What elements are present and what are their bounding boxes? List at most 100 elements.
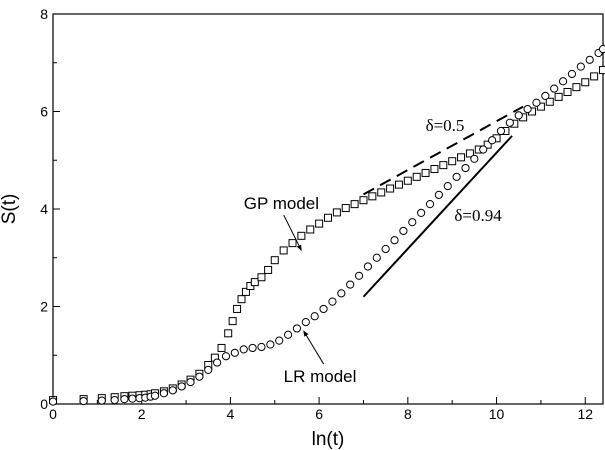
square-point xyxy=(288,239,297,248)
annotations: GP model LR model δ=0.5 δ=0.94 xyxy=(244,116,503,386)
y-tick-label: 4 xyxy=(40,201,48,217)
circle-point xyxy=(319,304,328,314)
square-point xyxy=(545,97,554,106)
square-point xyxy=(403,176,412,185)
square-point xyxy=(341,204,350,213)
square-point xyxy=(217,343,226,352)
model-label: GP model xyxy=(244,194,319,213)
square-point xyxy=(324,213,332,222)
square-point xyxy=(439,161,448,170)
circle-point xyxy=(239,345,248,354)
circle-point xyxy=(150,391,160,400)
slope-label: δ=0.5 xyxy=(426,116,465,135)
circle-point xyxy=(381,244,390,254)
square-point xyxy=(430,165,439,174)
x-tick-label: 0 xyxy=(49,406,57,422)
y-tick-label: 6 xyxy=(40,104,48,120)
circle-point xyxy=(328,297,337,306)
circle-point xyxy=(346,280,355,289)
circle-series xyxy=(48,45,605,406)
square-point xyxy=(377,188,386,197)
square-point xyxy=(250,278,259,287)
square-point xyxy=(350,200,359,209)
circle-point xyxy=(372,253,381,262)
square-point xyxy=(554,92,563,101)
circle-point xyxy=(417,208,426,217)
circle-point xyxy=(275,336,284,345)
square-point xyxy=(394,180,403,189)
square-point xyxy=(599,66,605,75)
square-point xyxy=(448,157,457,166)
circle-point xyxy=(390,236,399,245)
circle-point xyxy=(585,55,594,64)
square-point xyxy=(270,256,279,265)
circle-point xyxy=(434,190,443,199)
circle-point xyxy=(79,396,88,406)
circle-point xyxy=(257,342,266,352)
square-point xyxy=(257,273,266,282)
square-point xyxy=(297,231,306,240)
circle-point xyxy=(230,348,239,357)
circle-point xyxy=(567,69,577,79)
circle-point xyxy=(177,382,186,391)
square-point xyxy=(359,196,368,205)
circle-point xyxy=(576,62,585,71)
circle-point xyxy=(523,104,532,114)
dashed-fit-line xyxy=(363,105,524,196)
square-point xyxy=(572,83,581,92)
square-point xyxy=(368,192,377,201)
solid-fit-line xyxy=(362,135,513,298)
data-series xyxy=(48,45,605,406)
axis-ticks: 0 2 4 6 8 10 12 0 2 4 6 8 xyxy=(40,6,593,422)
circle-point xyxy=(310,312,319,321)
circle-point xyxy=(128,394,137,403)
circle-point xyxy=(195,372,204,381)
square-point xyxy=(457,153,466,162)
slope-label: δ=0.94 xyxy=(454,206,502,225)
circle-point xyxy=(550,84,559,93)
circle-point xyxy=(452,172,461,181)
circle-point xyxy=(598,45,605,54)
square-point xyxy=(465,149,474,158)
square-point xyxy=(581,78,590,87)
circle-point xyxy=(292,324,302,333)
square-point xyxy=(264,265,273,274)
square-point xyxy=(279,246,288,255)
square-point xyxy=(483,140,492,149)
square-point xyxy=(224,329,233,338)
square-point xyxy=(386,184,395,193)
square-point xyxy=(241,287,250,296)
circle-point xyxy=(496,126,506,136)
reference-lines xyxy=(362,105,524,298)
circle-point xyxy=(558,77,568,86)
circle-point xyxy=(470,154,479,163)
circle-point xyxy=(354,271,364,280)
circle-point xyxy=(301,318,310,327)
annotation-arrow xyxy=(303,330,325,365)
x-tick-label: 8 xyxy=(404,406,412,422)
annotation-arrow xyxy=(283,214,302,251)
circle-point xyxy=(213,358,222,367)
y-tick-label: 8 xyxy=(40,6,48,22)
x-axis-label: ln(t) xyxy=(312,429,345,450)
square-point xyxy=(306,225,315,234)
circle-point xyxy=(110,396,119,405)
circle-point xyxy=(514,111,523,120)
circle-point xyxy=(408,218,417,227)
circle-point xyxy=(461,163,470,173)
plot-frame xyxy=(52,13,604,405)
x-tick-label: 10 xyxy=(489,406,505,422)
circle-point xyxy=(186,377,195,387)
y-tick-label: 0 xyxy=(40,396,48,412)
square-point xyxy=(421,168,430,177)
square-point xyxy=(233,304,242,313)
circle-point xyxy=(399,226,408,236)
square-point xyxy=(332,208,341,217)
square-point xyxy=(237,295,246,304)
circle-point xyxy=(488,136,497,145)
y-axis-label: S(t) xyxy=(0,194,20,225)
circle-point xyxy=(541,91,550,101)
circle-point xyxy=(48,397,58,406)
x-tick-label: 4 xyxy=(227,406,235,422)
